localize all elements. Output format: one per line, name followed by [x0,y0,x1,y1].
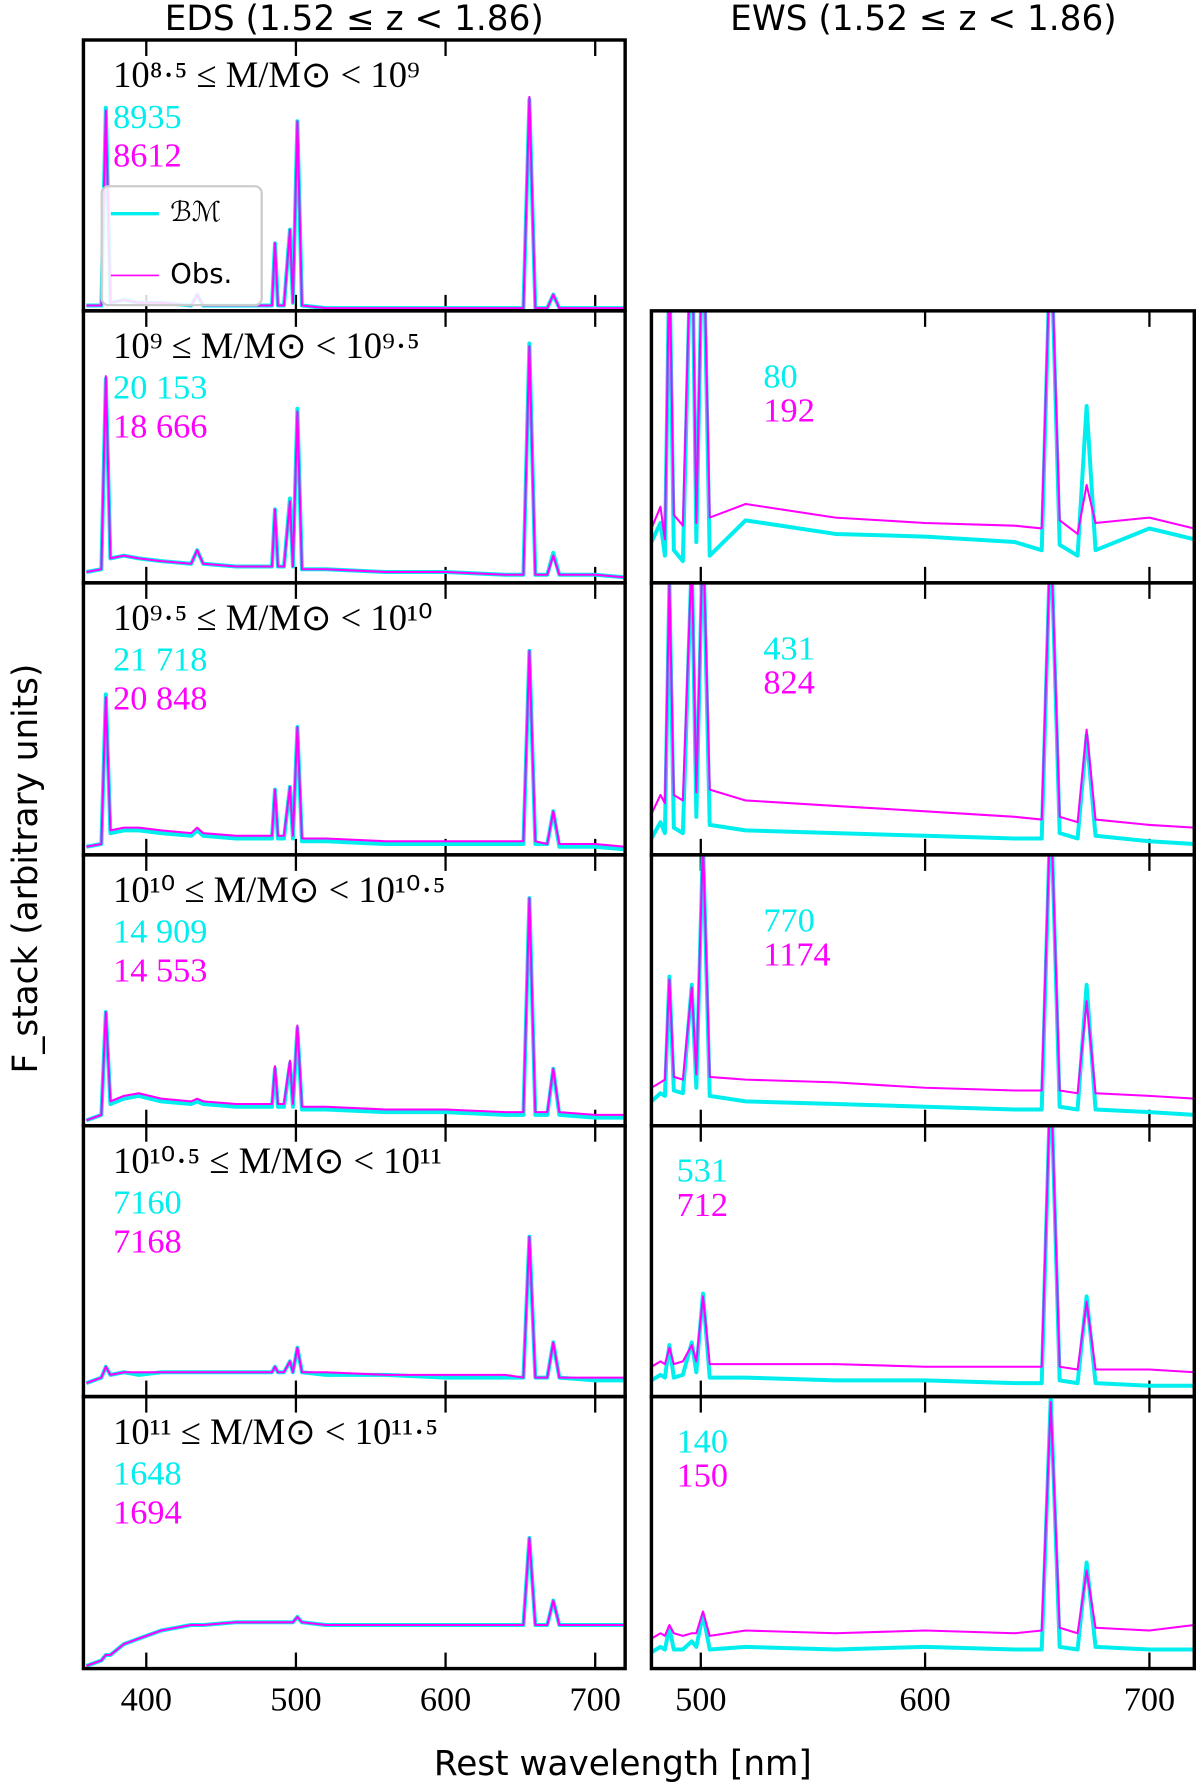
count-label: 7160 [113,1184,182,1222]
spectrum-line [86,649,626,848]
panel-frame [649,581,1196,857]
x-axis-label: Rest wavelength [nm] [434,1744,812,1784]
y-axis-label: F_stack (arbitrary units) [6,664,46,1074]
spectrum-line [651,310,1195,564]
count-label: 1648 [113,1454,182,1492]
spectrum-line [86,345,626,579]
count-label: 770 [763,901,814,939]
x-tick-label: 400 [121,1681,172,1719]
spectrum-line [651,310,1195,541]
count-label: 21 718 [113,641,207,679]
spectrum-line [86,1537,626,1667]
count-label: 20 153 [113,369,207,407]
spectrum-line [651,1125,1195,1374]
x-tick-label: 500 [270,1681,321,1719]
count-label: 150 [677,1457,728,1495]
count-label: 20 848 [113,680,207,718]
spectrum-line [651,1125,1195,1388]
panel-frame [649,853,1196,1128]
count-label: 14 909 [113,913,207,951]
x-tick-label: 600 [420,1681,471,1719]
panel-title: 10⁹·⁵ ≤ M/M⊙ < 10¹⁰ [113,597,432,638]
spectrum-line [651,1401,1195,1640]
count-label: 1694 [113,1493,182,1531]
legend-label: ℬℳ [170,197,221,228]
spectrum-line [651,854,1195,1117]
count-label: 824 [763,664,814,702]
count-label: 14 553 [113,952,207,990]
panel-title: 10¹⁰·⁵ ≤ M/M⊙ < 10¹¹ [113,1140,442,1181]
count-label: 712 [677,1186,728,1224]
spectrum-line [651,1396,1195,1654]
panel-frame [649,1394,1196,1671]
count-label: 18 666 [113,408,207,446]
panel-title: 10¹¹ ≤ M/M⊙ < 10¹¹·⁵ [113,1411,438,1452]
x-tick-label: 600 [899,1681,950,1719]
count-label: 192 [763,392,814,430]
panel-title: 10⁹ ≤ M/M⊙ < 10⁹·⁵ [113,325,420,366]
count-label: 8935 [113,98,182,136]
spectrum-line [651,582,1195,829]
spectrum-line [85,1536,626,1668]
panel-title: 10⁸·⁵ ≤ M/M⊙ < 10⁹ [113,54,420,95]
count-label: 8612 [113,137,182,175]
spectrum-line [86,897,626,1122]
count-label: 80 [763,357,797,395]
x-tick-label: 500 [675,1681,726,1719]
spectrum-line [651,854,1195,1100]
spectrum-line [86,1235,626,1385]
panel-frame [649,1124,1196,1399]
panel-frame [81,1394,627,1671]
count-label: 431 [763,629,814,667]
x-tick-label: 700 [570,1681,621,1719]
count-label: 531 [677,1152,728,1190]
x-tick-label: 700 [1124,1681,1175,1719]
panel-title: 10¹⁰ ≤ M/M⊙ < 10¹⁰·⁵ [113,869,445,910]
column-title: EWS (1.52 ≤ z < 1.86) [730,0,1116,39]
legend-label: Obs. [170,259,232,290]
count-label: 7168 [113,1222,182,1260]
count-label: 1174 [763,936,830,974]
count-label: 140 [677,1422,728,1460]
column-title: EDS (1.52 ≤ z < 1.86) [165,0,544,39]
